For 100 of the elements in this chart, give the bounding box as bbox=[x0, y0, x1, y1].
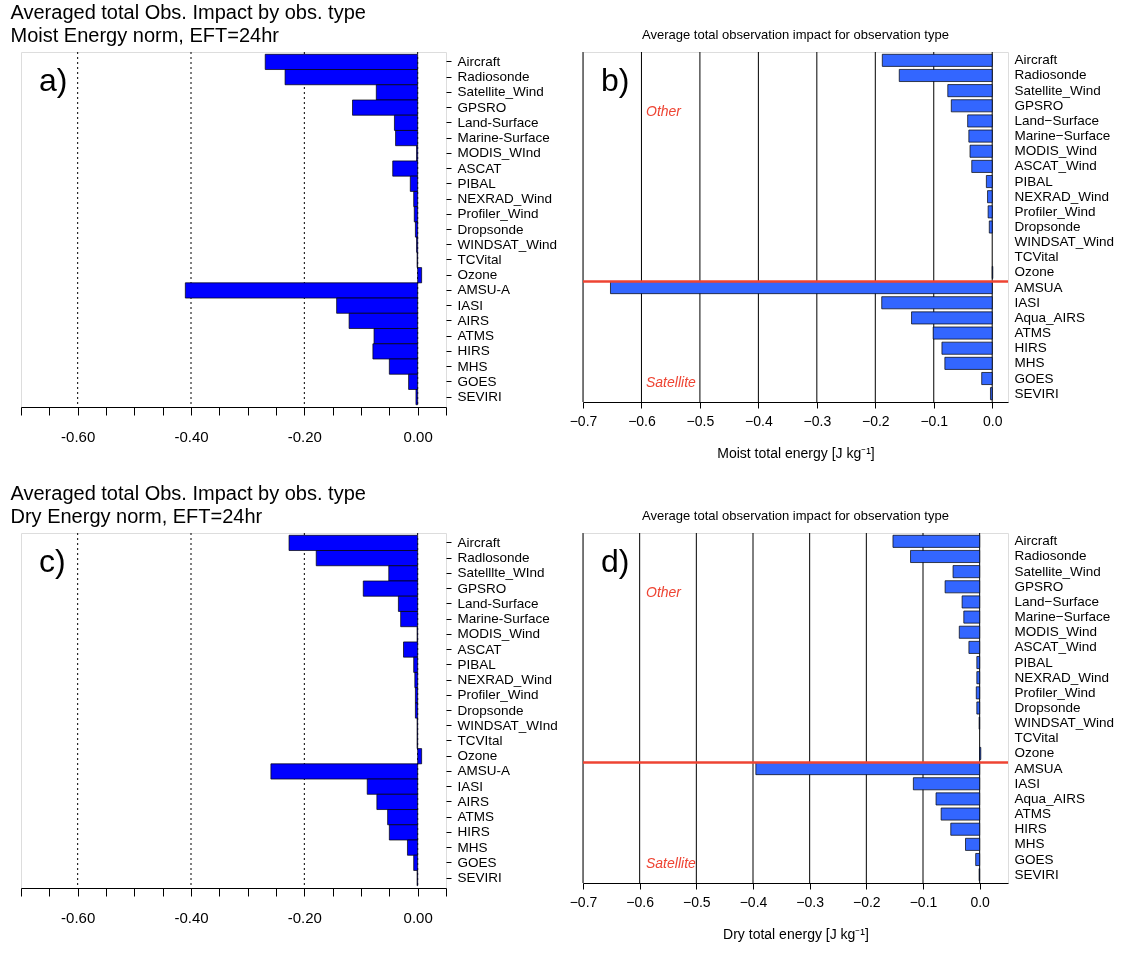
y-tick-label: Marine−Surface bbox=[1014, 609, 1111, 625]
y-tick-label: Land-Surface bbox=[457, 114, 539, 130]
x-axis-title: Dry total energy [J kg⁻¹] bbox=[723, 925, 869, 942]
y-tick-label: Ozone bbox=[1014, 745, 1055, 761]
y-tick-label: MODIS_WInd bbox=[457, 145, 541, 161]
y-tick-label: AMSUA bbox=[1014, 760, 1063, 776]
y-tick-label: ASCAT bbox=[457, 641, 502, 657]
y-tick-label: IASI bbox=[1014, 775, 1041, 791]
y-tick-label: AMSU-A bbox=[457, 282, 511, 298]
y-tick-label: ASCAT_Wind bbox=[1014, 158, 1097, 174]
y-tick-label: Profiler_Wind bbox=[1014, 203, 1096, 219]
y-tick-label: WINDSAT_Wind bbox=[1014, 715, 1115, 731]
y-tick-label: GPSRO bbox=[1014, 97, 1064, 113]
y-tick-label: PIBAL bbox=[1014, 654, 1054, 670]
x-tick-label: 0.0 bbox=[970, 893, 991, 910]
y-tick-label: NEXRAD_Wind bbox=[457, 672, 553, 688]
annotation: d) bbox=[601, 543, 630, 579]
annotation: c) bbox=[39, 543, 66, 579]
y-tick-label: Ozone bbox=[1014, 264, 1055, 280]
y-tick-label: SEVIRI bbox=[1014, 866, 1059, 882]
y-tick-label: AMSUA bbox=[1014, 279, 1063, 295]
y-tick-label: MHS bbox=[1014, 836, 1045, 852]
y-tick-label: Aircraft bbox=[457, 534, 501, 550]
x-tick-label: −0.1 bbox=[909, 893, 938, 910]
y-tick-label: Ozone bbox=[457, 267, 498, 283]
x-tick-label: -0.60 bbox=[61, 427, 96, 445]
y-tick-label: IASI bbox=[1014, 294, 1041, 310]
y-tick-label: Profiler_Wind bbox=[457, 206, 539, 222]
y-tick-label: Marine−Surface bbox=[1014, 128, 1111, 144]
x-tick-label: -0.20 bbox=[287, 908, 322, 926]
chart-title: Average total observation impact for observation type bbox=[642, 507, 949, 523]
y-tick-label: Dropsonde bbox=[457, 702, 524, 718]
y-tick-label: ATMS bbox=[457, 328, 494, 344]
y-tick-label: Aircraft bbox=[457, 53, 501, 69]
x-tick-label: −0.3 bbox=[803, 412, 832, 429]
chart-title: Averaged total Obs. Impact by obs. type bbox=[10, 481, 366, 504]
y-tick-label: Ozone bbox=[457, 748, 498, 764]
y-tick-label: GOES bbox=[1014, 370, 1054, 386]
x-tick-label: −0.4 bbox=[745, 412, 773, 429]
y-tick-label: Aqua_AIRS bbox=[1014, 309, 1086, 325]
y-tick-label: PIBAL bbox=[457, 175, 497, 191]
y-tick-label: Satellite_Wind bbox=[1014, 563, 1101, 579]
y-tick-label: TCVital bbox=[457, 251, 502, 267]
y-tick-label: TCVital bbox=[1014, 730, 1059, 746]
y-tick-label: WINDSAT_Wind bbox=[1014, 234, 1115, 250]
y-tick-label: SEVIRI bbox=[457, 870, 502, 886]
x-tick-label: -0.20 bbox=[287, 427, 322, 445]
y-tick-label: MODIS_Wind bbox=[1014, 143, 1098, 159]
annotation: Satellite bbox=[646, 854, 697, 871]
y-tick-label: Land−Surface bbox=[1014, 593, 1099, 609]
y-tick-label: Dropsonde bbox=[1014, 700, 1081, 715]
y-tick-label: Satellite_Wind bbox=[457, 84, 544, 100]
x-tick-label: -0.40 bbox=[174, 427, 209, 445]
y-tick-label: Dropsonde bbox=[457, 221, 524, 237]
y-tick-label: Land-Surface bbox=[457, 595, 539, 611]
y-tick-label: Aircraft bbox=[1014, 52, 1058, 68]
y-tick-label: HIRS bbox=[457, 343, 490, 359]
y-tick-label: WINDSAT_WInd bbox=[457, 717, 558, 733]
chart-subtitle: Dry Energy norm, EFT=24hr bbox=[10, 504, 263, 527]
y-tick-label: AIRS bbox=[457, 793, 490, 809]
y-tick-label: Land−Surface bbox=[1014, 112, 1099, 128]
y-tick-label: TCVItal bbox=[457, 732, 503, 748]
x-tick-label: −0.2 bbox=[853, 893, 881, 910]
x-tick-label: −0.1 bbox=[920, 412, 949, 429]
annotation: Other bbox=[646, 583, 683, 600]
y-tick-label: Marine-Surface bbox=[457, 611, 550, 627]
x-tick-label: −0.5 bbox=[683, 893, 711, 910]
x-tick-label: −0.2 bbox=[861, 412, 890, 429]
annotation: b) bbox=[601, 62, 630, 98]
chart-title: Averaged total Obs. Impact by obs. type bbox=[10, 0, 366, 23]
y-tick-label: PIBAL bbox=[457, 656, 497, 672]
y-tick-label: MHS bbox=[457, 358, 488, 374]
x-tick-label: 0.0 bbox=[982, 412, 1003, 429]
y-tick-label: Profiler_Wind bbox=[1014, 684, 1096, 700]
y-tick-label: ASCAT_Wind bbox=[1014, 639, 1097, 655]
y-tick-label: Radiosonde bbox=[1014, 67, 1087, 83]
y-tick-label: MHS bbox=[457, 839, 488, 855]
y-tick-label: NEXRAD_Wind bbox=[457, 191, 553, 207]
x-tick-label: −0.5 bbox=[686, 412, 715, 429]
y-tick-label: AIRS bbox=[457, 312, 490, 328]
y-tick-label: GOES bbox=[457, 854, 497, 870]
y-tick-label: SEVIRI bbox=[1014, 385, 1059, 401]
y-tick-label: HIRS bbox=[457, 824, 490, 840]
x-tick-label: -0.60 bbox=[61, 908, 96, 926]
x-tick-label: 0.00 bbox=[403, 427, 433, 445]
y-tick-label: NEXRAD_Wind bbox=[1014, 669, 1110, 685]
chart-title: Average total observation impact for observation type bbox=[642, 26, 949, 42]
y-tick-label: Radiosonde bbox=[457, 69, 530, 85]
y-tick-label: MODIS_Wind bbox=[1014, 624, 1098, 640]
y-tick-label: IASI bbox=[457, 778, 484, 794]
y-tick-label: MHS bbox=[1014, 355, 1045, 371]
y-tick-label: HIRS bbox=[1014, 340, 1047, 356]
y-tick-label: Marine-Surface bbox=[457, 130, 550, 146]
annotation: Satellite bbox=[646, 373, 697, 390]
y-tick-label: ATMS bbox=[1014, 806, 1051, 822]
y-tick-label: PIBAL bbox=[1014, 173, 1054, 189]
y-tick-label: Aqua_AIRS bbox=[1014, 790, 1086, 806]
y-tick-label: Satellite_Wind bbox=[1014, 82, 1101, 98]
y-tick-label: Radiosonde bbox=[1014, 548, 1087, 564]
y-tick-label: Aircraft bbox=[1014, 533, 1058, 549]
